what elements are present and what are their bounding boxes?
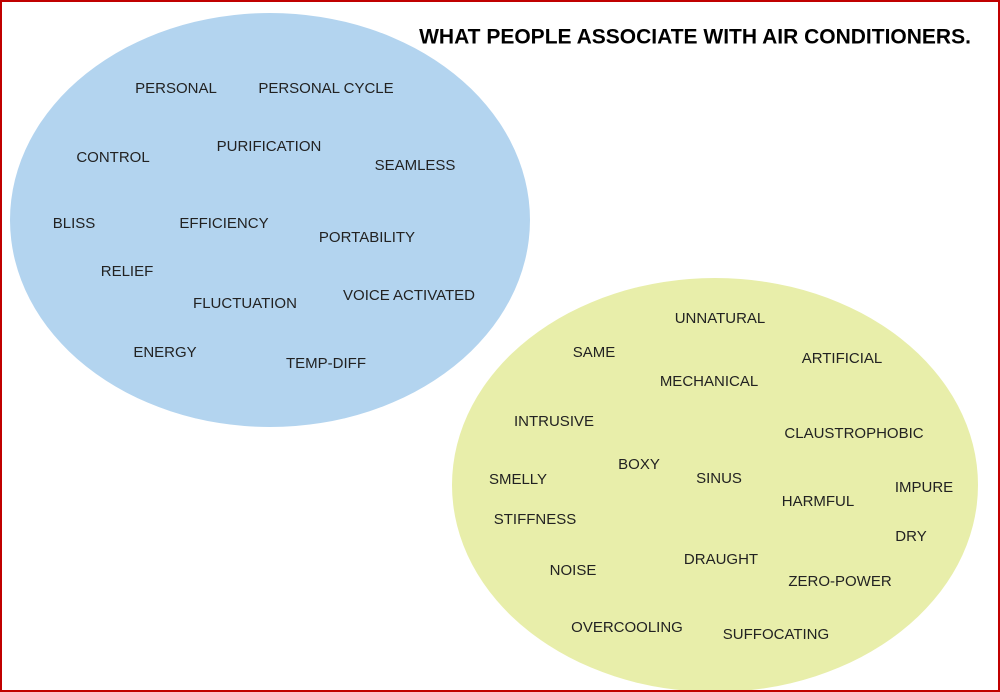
positive-word: PURIFICATION — [217, 138, 322, 155]
positive-word: VOICE ACTIVATED — [343, 287, 475, 304]
positive-word: ENERGY — [133, 344, 196, 361]
positive-word: PORTABILITY — [319, 229, 415, 246]
positive-word: BLISS — [53, 215, 96, 232]
negative-word: SAME — [573, 344, 616, 361]
negative-word: ZERO-POWER — [788, 573, 891, 590]
negative-ellipse — [452, 278, 978, 692]
negative-word: BOXY — [618, 456, 660, 473]
negative-word: INTRUSIVE — [514, 413, 594, 430]
positive-ellipse — [10, 13, 530, 427]
negative-word: NOISE — [550, 562, 597, 579]
negative-word: MECHANICAL — [660, 373, 758, 390]
negative-word: SUFFOCATING — [723, 626, 829, 643]
positive-word: SEAMLESS — [375, 157, 456, 174]
negative-word: OVERCOOLING — [571, 619, 683, 636]
negative-word: HARMFUL — [782, 493, 855, 510]
negative-word: IMPURE — [895, 479, 953, 496]
negative-word: CLAUSTROPHOBIC — [784, 425, 923, 442]
negative-word: ARTIFICIAL — [802, 350, 883, 367]
negative-word: DRY — [895, 528, 926, 545]
positive-word: PERSONAL CYCLE — [258, 80, 393, 97]
negative-word: SMELLY — [489, 471, 547, 488]
negative-word: DRAUGHT — [684, 551, 758, 568]
word-group: PERSONAL PERSONAL CYCLE CONTROL PURIFICATIO… — [53, 80, 953, 643]
positive-word: FLUCTUATION — [193, 295, 297, 312]
negative-word: UNNATURAL — [675, 310, 766, 327]
negative-word: STIFFNESS — [494, 511, 577, 528]
positive-word: RELIEF — [101, 263, 154, 280]
positive-word: PERSONAL — [135, 80, 217, 97]
negative-word: SINUS — [696, 470, 742, 487]
title: WHAT PEOPLE ASSOCIATE WITH AIR CONDITION… — [419, 26, 971, 49]
positive-word: EFFICIENCY — [179, 215, 268, 232]
positive-word: CONTROL — [76, 149, 149, 166]
positive-word: TEMP-DIFF — [286, 355, 366, 372]
